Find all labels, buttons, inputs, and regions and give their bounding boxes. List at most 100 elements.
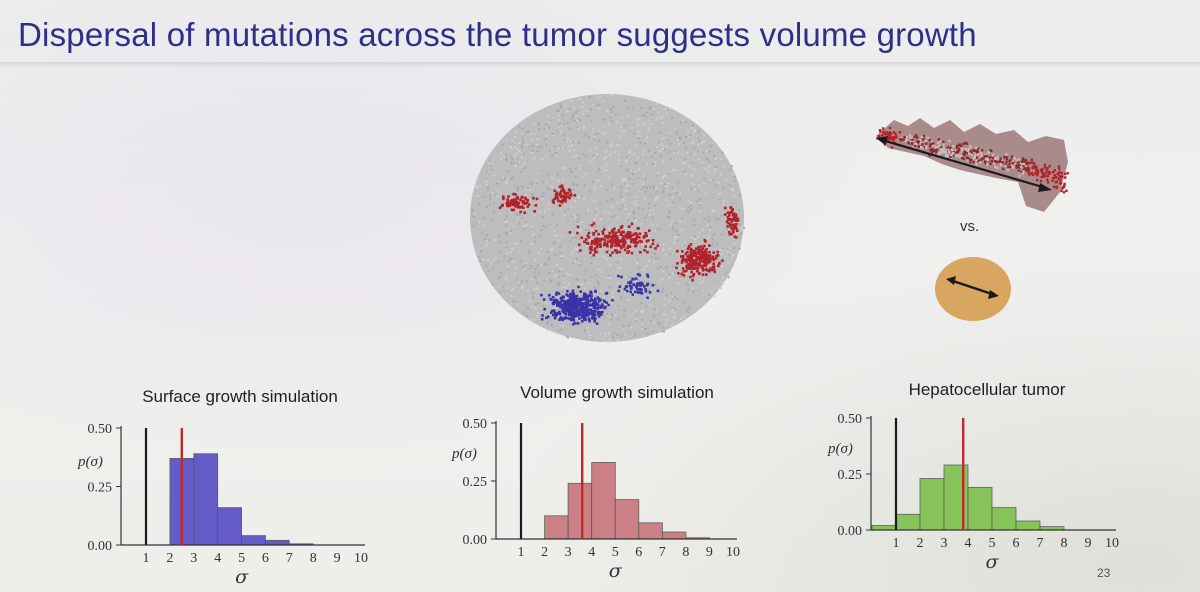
cell [712,209,715,212]
cell [670,324,673,327]
cell [632,233,636,236]
cell [522,206,525,209]
cell [582,152,585,155]
cell [669,193,672,196]
x-tick-label: 7 [1037,536,1044,551]
cell [678,192,681,195]
cell [639,244,642,247]
cell [712,179,715,181]
cell [684,157,687,160]
cell [501,286,504,289]
cell [970,153,973,157]
cell [993,161,996,164]
cell [557,114,560,117]
cell [595,208,598,211]
cell [720,287,722,290]
cell [530,225,533,228]
cell [981,149,984,152]
cell [1024,167,1027,170]
cell [628,245,632,248]
cell [572,301,576,304]
cell [532,296,535,299]
cell [518,283,521,286]
cell [738,247,741,250]
cell [645,234,648,238]
cell [915,142,918,146]
cell [720,233,723,236]
cell [733,246,735,249]
cell [535,178,538,181]
cell [721,276,724,279]
cell [641,285,644,288]
cell [628,236,632,240]
cell [634,239,637,242]
cell [577,285,580,289]
cell [652,315,655,318]
cell [705,157,708,160]
cell [506,252,509,255]
cell [734,179,736,182]
cell [635,162,638,164]
cell [890,146,894,149]
cell [668,273,671,276]
cell [492,211,495,213]
cell [543,262,546,265]
cell [549,281,552,284]
cell [641,244,644,247]
cell [526,224,529,226]
cell [636,156,639,159]
cell [715,217,718,220]
cell [718,218,721,221]
cell [583,287,586,290]
cell [740,226,743,229]
cell [684,173,687,175]
cell [722,204,725,206]
cell [584,293,587,296]
cell [885,131,888,134]
cell [646,282,649,286]
cell [708,250,711,254]
cell [487,270,490,272]
cell [500,286,503,289]
cell [694,266,698,270]
cell [609,116,612,119]
cell [527,145,530,148]
cell [511,248,514,251]
cell [689,255,692,258]
cell [636,288,639,291]
cell [922,138,925,141]
cell [617,153,620,156]
cell [608,227,611,230]
cell [1037,170,1040,174]
cell [580,284,583,286]
cell [730,232,733,236]
cell [550,279,553,282]
cell [520,260,523,263]
cell [621,204,624,207]
cell [697,245,700,249]
cell [558,283,560,286]
cell [624,208,627,210]
cell [597,281,600,284]
cell [895,134,898,138]
cell [573,183,575,186]
cell [522,202,525,205]
x-tick-label: 2 [917,536,924,551]
cell [585,300,588,304]
cell [540,317,544,321]
cell [593,135,596,138]
cell [604,133,607,136]
cell [571,296,574,300]
cell [1022,162,1026,166]
cell [1015,165,1018,168]
cell [733,214,736,218]
cell [1030,172,1033,175]
cell [560,106,563,109]
cell [682,268,685,271]
cell [699,281,702,284]
cell [611,111,614,113]
cell [711,256,715,260]
cell [680,275,683,278]
slide-number: 23 [1097,566,1111,580]
cell [514,136,516,138]
